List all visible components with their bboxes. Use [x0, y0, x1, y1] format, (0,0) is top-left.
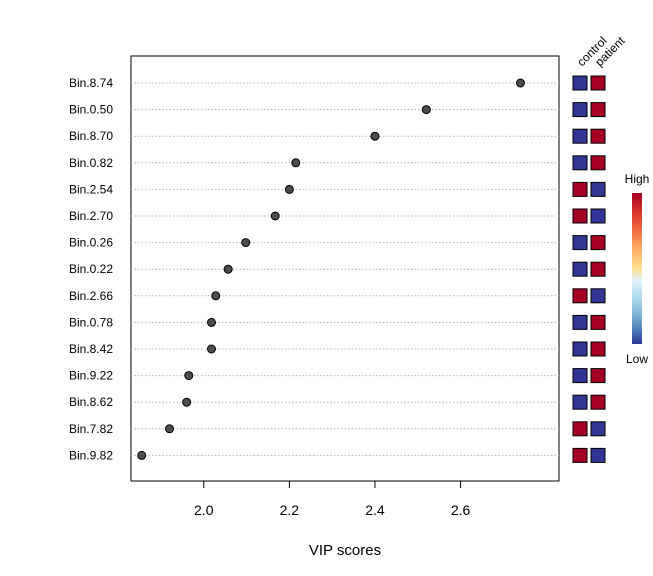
data-point — [291, 158, 301, 168]
heatmap-cell-patient — [590, 181, 606, 197]
heatmap-cell-control — [572, 208, 588, 224]
y-tick-label: Bin.2.54 — [69, 182, 113, 196]
x-tick-label: 2.0 — [194, 502, 214, 518]
data-point — [184, 371, 194, 381]
data-point — [270, 211, 280, 221]
heatmap-cell-patient — [590, 314, 606, 330]
data-point — [515, 78, 525, 88]
y-tick-label: Bin.8.74 — [69, 76, 113, 90]
heatmap-cell-control — [572, 394, 588, 410]
scale-gradient-bar — [632, 193, 642, 344]
data-point — [182, 397, 192, 407]
scale-low-label: Low — [626, 352, 648, 366]
y-tick-label: Bin.9.82 — [69, 448, 113, 462]
y-tick-label: Bin.0.78 — [69, 315, 113, 329]
y-tick-label: Bin.8.42 — [69, 342, 113, 356]
color-scale-legend: High Low — [625, 172, 650, 366]
heatmap-cell-control — [572, 235, 588, 251]
heatmap-cell-patient — [590, 235, 606, 251]
data-point — [165, 424, 175, 434]
data-point — [137, 450, 147, 460]
heatmap-cell-control — [572, 102, 588, 118]
heatmap-cell-patient — [590, 421, 606, 437]
heatmap-cell-control — [572, 421, 588, 437]
heatmap-cell-patient — [590, 394, 606, 410]
y-tick-label: Bin.9.22 — [69, 369, 113, 383]
heatmap-cell-patient — [590, 447, 606, 463]
data-point — [241, 238, 251, 248]
heatmap-cell-patient — [590, 368, 606, 384]
heatmap-cell-control — [572, 288, 588, 304]
y-tick-label: Bin.8.70 — [69, 129, 113, 143]
heatmap-cell-control — [572, 181, 588, 197]
scale-high-label: High — [625, 172, 650, 186]
y-tick-label: Bin.2.66 — [69, 289, 113, 303]
y-tick-label: Bin.8.62 — [69, 395, 113, 409]
heatmap-cell-control — [572, 368, 588, 384]
data-point — [370, 131, 380, 141]
x-tick-label: 2.6 — [451, 502, 471, 518]
data-point — [284, 184, 294, 194]
data-point — [206, 344, 216, 354]
heatmap-cells — [572, 75, 606, 463]
data-points — [137, 78, 525, 460]
heatmap-cell-patient — [590, 75, 606, 91]
heatmap-cell-patient — [590, 128, 606, 144]
heatmap-cell-control — [572, 314, 588, 330]
heatmap-cell-control — [572, 128, 588, 144]
data-point — [421, 105, 431, 115]
heatmap-cell-patient — [590, 102, 606, 118]
y-tick-label: Bin.7.82 — [69, 422, 113, 436]
y-tick-label: Bin.0.26 — [69, 236, 113, 250]
data-point — [206, 317, 216, 327]
heatmap-cell-control — [572, 75, 588, 91]
data-point — [211, 291, 221, 301]
heatmap-cell-patient — [590, 208, 606, 224]
plot-area — [130, 55, 560, 482]
y-tick-label: Bin.2.70 — [69, 209, 113, 223]
grid-lines — [131, 82, 559, 456]
y-tick-label: Bin.0.50 — [69, 103, 113, 117]
heatmap-cell-patient — [590, 341, 606, 357]
y-tick-label: Bin.0.82 — [69, 156, 113, 170]
x-tick-label: 2.4 — [365, 502, 385, 518]
heatmap-cell-control — [572, 261, 588, 277]
y-tick-label: Bin.0.22 — [69, 262, 113, 276]
heatmap-cell-control — [572, 341, 588, 357]
heatmap-cell-patient — [590, 261, 606, 277]
heatmap-cell-patient — [590, 155, 606, 171]
heatmap-cell-patient — [590, 288, 606, 304]
y-axis-labels: Bin.8.74 Bin.0.50 Bin.8.70 Bin.0.82 Bin.2.54… — [69, 76, 113, 462]
heatmap-cell-control — [572, 155, 588, 171]
x-tick-label: 2.2 — [280, 502, 300, 518]
heatmap-cell-control — [572, 447, 588, 463]
x-axis-title: VIP scores — [309, 542, 381, 559]
x-axis: 2.0 2.2 2.4 2.6 — [194, 480, 471, 518]
data-point — [223, 264, 233, 274]
